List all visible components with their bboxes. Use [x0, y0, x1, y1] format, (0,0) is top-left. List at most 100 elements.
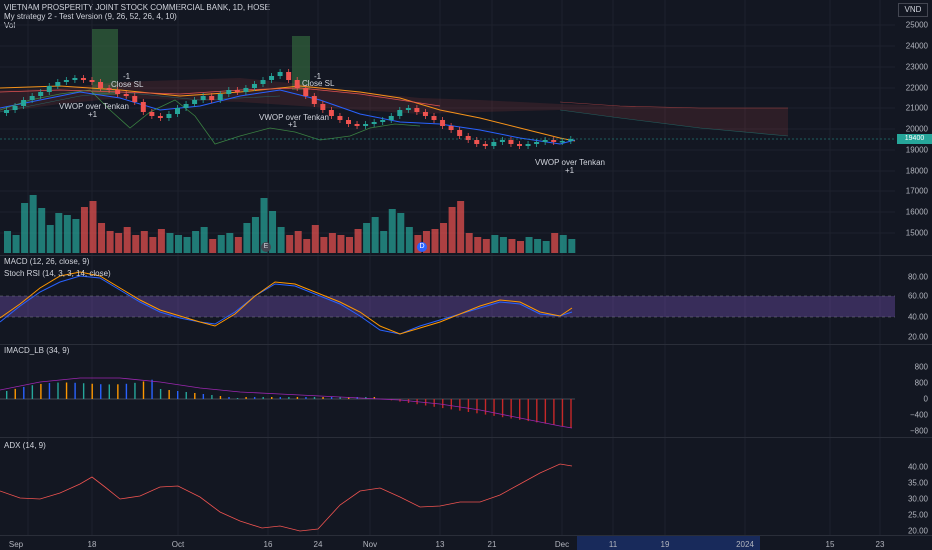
pane-separator[interactable] [0, 344, 932, 345]
imacd-histogram-bar [433, 399, 435, 407]
volume-bar [217, 235, 225, 253]
imacd-histogram-bar [253, 397, 256, 399]
imacd-histogram-bar [553, 399, 555, 425]
chart-title: VIETNAM PROSPERITY JOINT STOCK COMMERCIA… [4, 3, 270, 12]
volume-bar [80, 207, 88, 253]
price-tick: 22000 [905, 83, 928, 93]
volume-bar [157, 229, 165, 253]
candle [63, 80, 69, 82]
macd-label[interactable]: MACD (12, 26, close, 9) [4, 257, 90, 266]
price-axis[interactable]: VND 25000 24000 23000 22000 21000 20000 … [895, 0, 932, 536]
imacd-tick: −800 [909, 426, 928, 436]
imacd-histogram-bar [519, 399, 521, 420]
volume-bar [559, 235, 567, 253]
candle [12, 106, 18, 110]
candle [21, 100, 27, 106]
imacd-histogram-bar [108, 384, 110, 399]
imacd-histogram-bar [561, 399, 564, 427]
volume-bar [431, 229, 439, 253]
candle [226, 90, 232, 94]
dividend-badge[interactable]: D [417, 242, 427, 252]
volume-bar [328, 233, 336, 253]
candle [337, 116, 343, 120]
imacd-histogram-bar [536, 399, 538, 423]
volume-bar [508, 239, 516, 253]
stoch-rsi-label[interactable]: Stoch RSI (14, 3, 3, 14, close) [4, 269, 111, 278]
candle [431, 116, 437, 120]
volume-bar [63, 215, 71, 253]
candle [508, 140, 514, 144]
candle [286, 72, 292, 80]
adx-label[interactable]: ADX (14, 9) [4, 441, 46, 450]
price-tick: 18000 [905, 166, 928, 176]
currency-label[interactable]: VND [898, 3, 928, 17]
pane-separator[interactable] [0, 255, 932, 256]
imacd-histogram-bar [159, 389, 162, 399]
imacd-histogram-bar [348, 397, 350, 399]
volume-bar [534, 239, 542, 253]
time-tick: 19 [660, 540, 670, 549]
price-tick: 17000 [905, 186, 928, 196]
candle [388, 116, 394, 120]
candle [551, 140, 557, 142]
imacd-histogram-bar [31, 385, 34, 399]
volume-bar [422, 231, 430, 253]
candle [123, 94, 129, 96]
volume-bar [29, 195, 37, 253]
imacd-histogram-bar [23, 386, 25, 399]
candle [448, 126, 454, 130]
imacd-histogram-bar [82, 383, 85, 399]
candle [29, 96, 35, 100]
candle [380, 120, 386, 122]
imacd-histogram-bar [125, 383, 128, 399]
strategy-label[interactable]: My strategy 2 - Test Version (9, 26, 52,… [4, 12, 177, 21]
volume-bar [4, 231, 11, 253]
candle [140, 102, 146, 112]
candle [414, 108, 420, 112]
volume-bar [226, 233, 234, 253]
imacd-histogram-bar [288, 397, 290, 399]
time-tick: 2024 [736, 540, 754, 549]
volume-bar [55, 213, 63, 253]
imacd-histogram-bar [501, 399, 504, 418]
chart-canvas[interactable] [0, 0, 895, 550]
candle [209, 96, 215, 100]
signal-minus-1: -1 [123, 72, 131, 81]
imacd-histogram-bar [484, 399, 487, 415]
imacd-histogram-bar [322, 397, 324, 399]
volume-bar [405, 227, 413, 253]
imacd-histogram-bar [202, 394, 205, 399]
candle [440, 120, 446, 126]
signal-close-sl: Close SL [111, 80, 144, 89]
adx-tick: 30.00 [907, 494, 928, 504]
candle [89, 80, 95, 82]
candle [98, 82, 104, 88]
pane-separator[interactable] [0, 437, 932, 438]
candle [457, 130, 463, 136]
imacd-histogram-bar [467, 399, 470, 412]
imacd-histogram-bar [339, 397, 341, 399]
imacd-histogram-bar [74, 382, 76, 399]
imacd-histogram-bar [40, 383, 42, 399]
time-axis-separator [0, 535, 932, 536]
volume-bar [183, 237, 191, 253]
volume-bar [499, 237, 507, 253]
imacd-histogram-bar [271, 397, 273, 399]
volume-bar [346, 237, 353, 253]
imacd-histogram-bar [14, 388, 16, 399]
imacd-histogram-bar [194, 393, 196, 399]
price-tick: 15000 [905, 228, 928, 238]
signal-plus-1: +1 [565, 166, 575, 175]
volume-bar [192, 231, 200, 253]
candle [200, 96, 206, 100]
imacd-histogram-bar [373, 397, 376, 399]
candle [260, 80, 266, 84]
imacd-label[interactable]: IMACD_LB (34, 9) [4, 346, 70, 355]
candle [294, 80, 300, 88]
earnings-badge[interactable]: E [261, 242, 271, 252]
signal-close-sl: Close SL [302, 79, 335, 88]
imacd-histogram-bar [570, 399, 572, 428]
time-tick: 21 [487, 540, 497, 549]
candle [149, 112, 155, 116]
volume-bar [474, 237, 482, 253]
